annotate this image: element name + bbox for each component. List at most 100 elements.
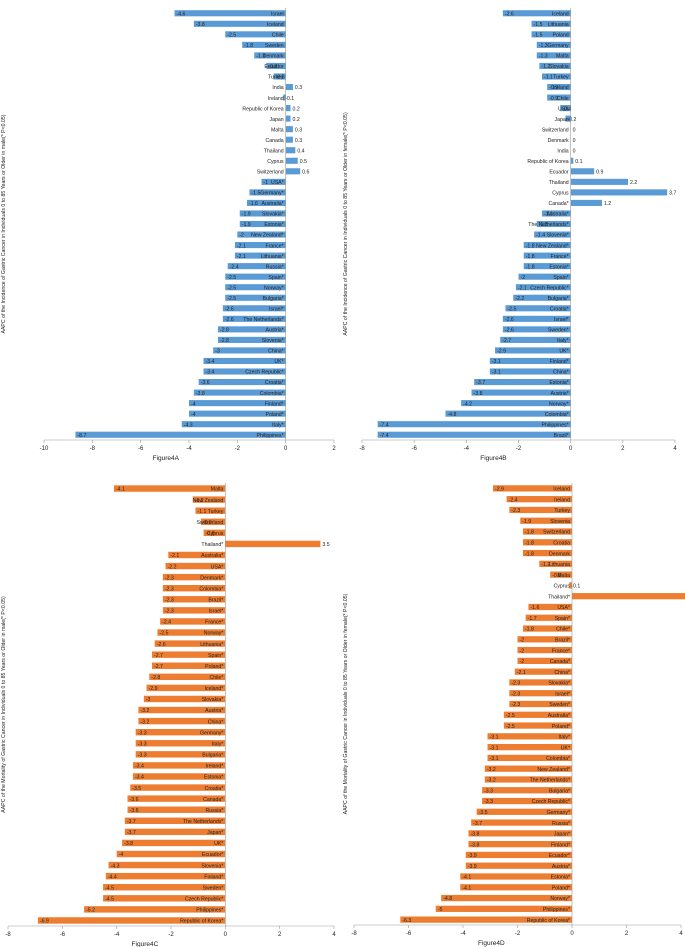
fig0-bar-14 [285,157,298,164]
fig1-value-label-13: 0 [573,148,576,154]
fig2-value-label-35: -4.4 [108,874,117,880]
fig0-bar-12 [285,136,293,143]
fig0-value-label-2: -2.5 [227,33,236,39]
fig2-value-label-3: -0.9 [203,520,212,526]
fig3-category-label-france-sig: France* [552,648,570,654]
fig3-bar-3 [520,517,572,524]
fig3-bar-19 [509,690,572,697]
fig3-value-label-0: -2.9 [495,487,504,493]
fig3-bar-30 [476,808,572,815]
fig1-category-label-turkey: Turkey [553,75,569,81]
fig2-bar-33 [116,850,226,858]
fig2-value-label-14: -2.6 [157,642,166,648]
fig2-value-label-15: -2.7 [154,653,163,659]
fig2-value-label-21: -3.2 [140,719,149,725]
fig0-bar-5 [266,62,286,70]
fig3-category-label-lithuania: Lithuania [549,562,570,568]
fig1-category-label-uk-sig: UK* [559,349,568,355]
fig0-bar-32 [213,347,286,354]
fig2-value-label-10: -2.3 [165,597,174,603]
fig1-bar-39 [377,421,571,428]
fig0-bar-24 [227,263,286,270]
fig3-category-label-slovenia: Slovenia [550,519,570,525]
fig0-bar-10 [285,115,291,122]
fig2-value-label-11: -2.3 [165,609,174,615]
fig1-category-label-bulgaria-sig: Bulgaria* [548,296,569,302]
fig2-bar-24 [135,751,226,758]
fig2-value-label-36: -4.5 [105,885,114,891]
fig0-bar-4 [254,52,286,59]
fig1-bar-28 [505,305,571,312]
fig3-value-label-17: -2.1 [517,670,526,676]
fig1-bar-9 [560,105,571,112]
fig1-bar-19 [541,210,571,217]
fig2-x-tick-label-2: 2 [278,932,282,938]
panel-figure4a: Israel -4.6 Iceland -3.8 Chile -2.5 Sweden -1.8… [0,0,342,462]
fig0-x-tick-label-neg10: -10 [40,446,49,452]
fig3-category-label-spain-sig: Spain* [555,616,570,622]
fig3-category-label-china-sig: China* [554,670,570,676]
fig3-bar-39 [435,905,572,912]
fig2-value-label-28: -3.6 [130,797,139,803]
fig2-bar-11 [162,607,226,614]
fig3-category-label-cyprus: Cyprus [554,584,571,590]
fig0-bar-7 [285,83,293,91]
fig2-value-label-16: -2.7 [154,664,163,670]
fig3-value-label-37: -4.1 [462,885,471,891]
fig3-bar-0 [492,485,572,492]
chart-figure4a: Israel -4.6 Iceland -3.8 Chile -2.5 Sweden -1.8… [1,8,336,462]
fig1-category-label-germany: Germany [547,43,569,49]
fig3-value-label-12: -1.7 [528,616,537,622]
fig2-bar-36 [103,884,226,891]
fig0-bar-35 [198,378,286,386]
fig0-value-label-7: 0.3 [295,85,302,91]
fig0-bar-26 [225,284,286,291]
fig1-bar-37 [461,400,571,407]
fig1-category-label-switzerland: Switzerland [542,127,569,133]
fig3-category-label-slovakia-sig: Slovakia* [548,681,570,687]
fig2-value-label-39: -6.9 [40,919,49,925]
fig3-x-tick-label-4: 4 [679,931,683,937]
fig3-bar-15 [517,646,572,654]
fig0-value-label-28: -2.6 [225,306,234,312]
fig3-bar-22 [503,722,572,729]
fig0-value-label-3: -1.8 [244,43,253,49]
fig1-category-label-finland-sig: Finland* [550,359,569,365]
fig2-category-label-slovenia-sig: Slovenia* [201,863,223,869]
fig0-category-label-czech-republic-sig: Czech Republic* [245,370,283,376]
fig1-category-label-slovenia-sig: Slovenia* [547,233,569,239]
fig0-bar-33 [203,357,286,365]
fig2-category-label-russia-sig: Russia* [205,808,223,814]
fig3-category-label-poland-sig: Poland* [552,724,570,730]
fig0-value-label-23: -2.1 [237,254,246,260]
fig3-category-label-turkey: Turkey [554,508,570,514]
fig2-value-label-6: -2.1 [170,553,179,559]
fig2-bar-1 [192,496,226,503]
fig3-bar-14 [517,636,572,643]
fig3-value-label-1: -2.4 [509,497,518,503]
fig0-category-label-norway-sig: Norway* [264,285,284,291]
fig1-category-label-italy-sig: Italy* [557,338,569,344]
fig1-category-label-norway-sig: Norway* [549,401,569,407]
fig2-value-label-4: -0.8 [206,531,215,537]
fig3-value-label-16: -2 [520,659,525,665]
fig1-value-label-36: -3.8 [474,391,483,397]
fig1-category-label-canada-sig: Canada* [548,201,568,207]
fig2-x-tick-label-neg2: -2 [168,932,174,938]
fig3-bar-25 [487,754,572,762]
fig0-bar-36 [193,389,286,396]
fig1-bar-6 [541,73,571,80]
fig3-category-label-canada-sig: Canada* [550,659,570,665]
fig2-bar-12 [160,618,226,625]
fig3-category-label-brazil-sig: Brazil* [555,638,570,644]
fig0-value-label-40: -8.7 [77,433,86,439]
fig1-value-label-17: 3.7 [669,191,676,197]
fig0-x-tick-label-neg4: -4 [186,446,192,452]
fig3-bar-27 [484,776,572,783]
fig1-category-label-chile: Chile [557,96,569,102]
fig2-value-label-25: -3.4 [135,764,144,770]
fig2-category-label-usa-sig: USA* [211,564,224,570]
fig2-bar-29 [127,806,226,813]
fig2-bar-3 [200,518,226,525]
fig3-x-tick-label-0: 0 [570,931,574,937]
